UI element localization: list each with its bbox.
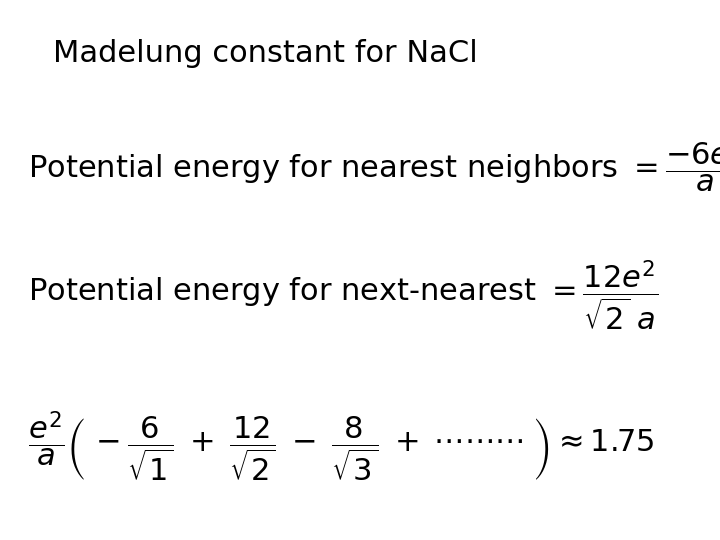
Text: Potential energy for nearest neighbors $= \dfrac{-6e^2}{a}$: Potential energy for nearest neighbors $… xyxy=(28,136,720,195)
Text: Potential energy for next-nearest $= \dfrac{12e^2}{\sqrt{2}\; a}$: Potential energy for next-nearest $= \df… xyxy=(28,259,658,333)
Text: $\dfrac{e^2}{a}\left(\,-\dfrac{6}{\sqrt{1}}\;+\;\dfrac{12}{\sqrt{2}}\;-\;\dfrac{: $\dfrac{e^2}{a}\left(\,-\dfrac{6}{\sqrt{… xyxy=(28,410,654,484)
Text: Madelung constant for NaCl: Madelung constant for NaCl xyxy=(53,39,478,68)
